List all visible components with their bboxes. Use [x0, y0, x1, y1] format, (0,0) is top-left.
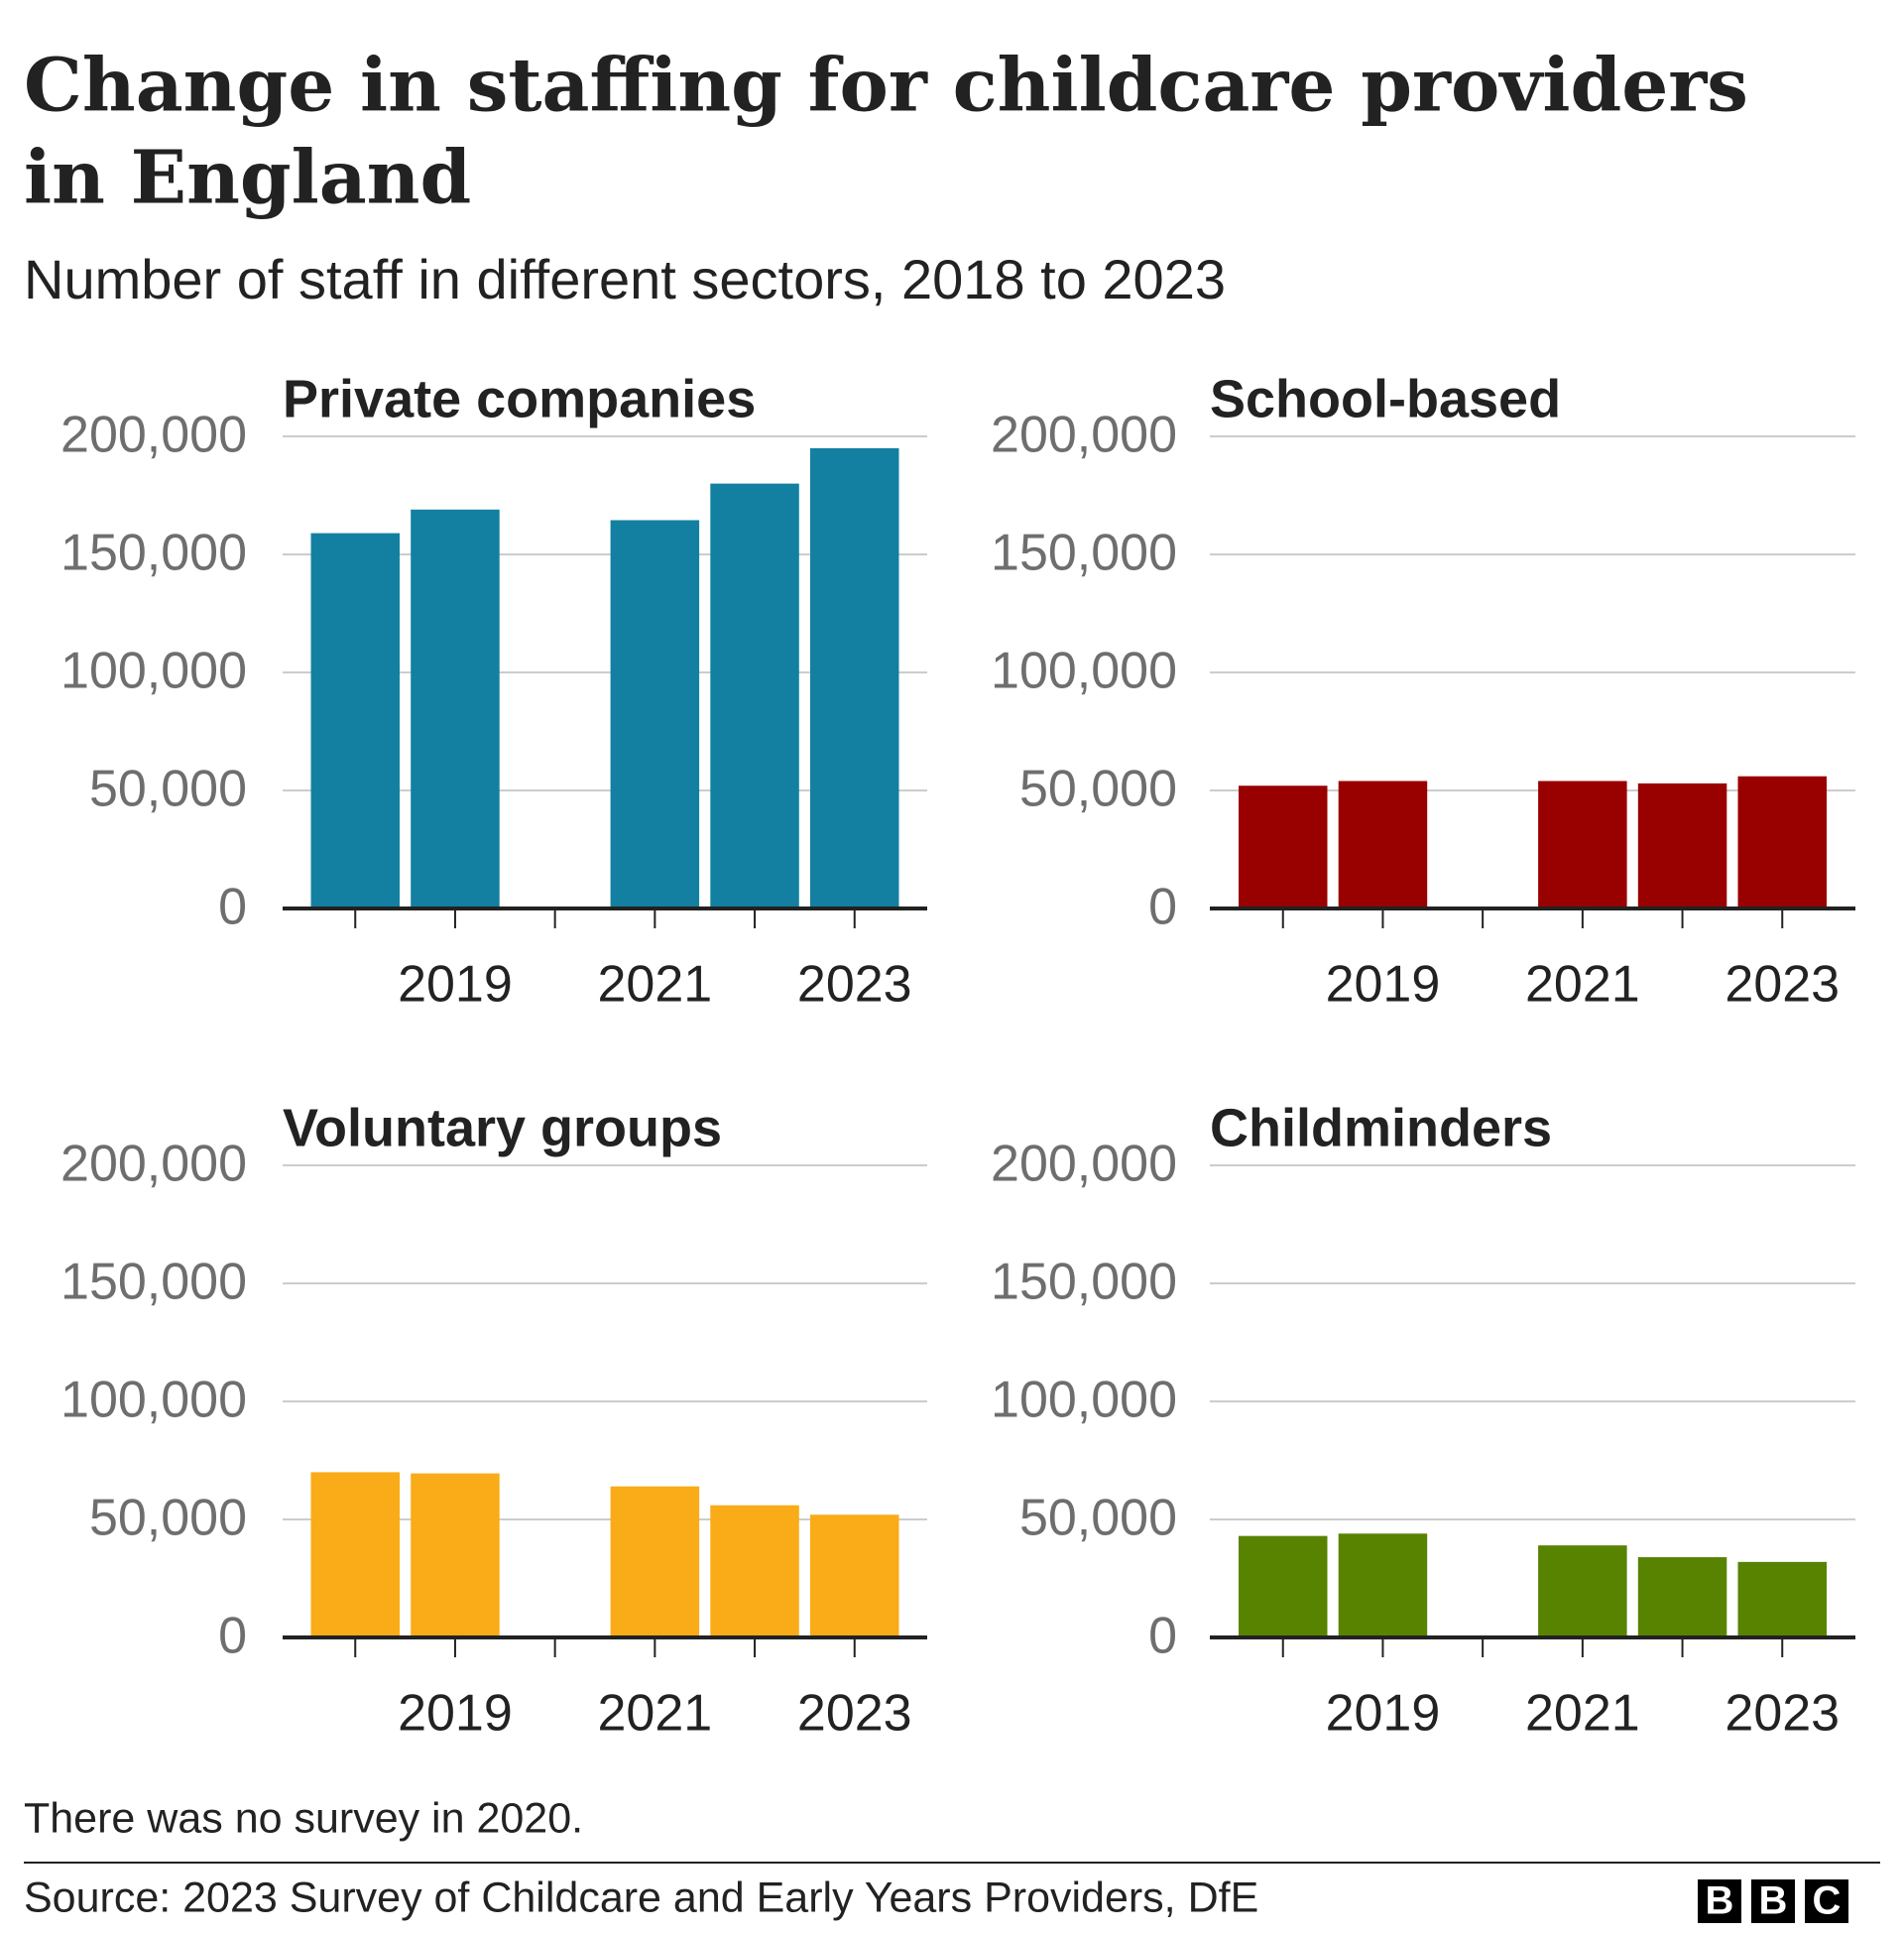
y-tick-label: 150,000 [991, 1254, 1177, 1311]
y-tick-label: 50,000 [1019, 1490, 1177, 1547]
source: Source: 2023 Survey of Childcare and Ear… [24, 1874, 1258, 1921]
y-tick-label: 0 [218, 879, 247, 936]
x-tick-label: 2019 [1326, 1685, 1441, 1743]
logo-letter: B [1706, 1879, 1734, 1923]
bar [411, 509, 500, 908]
y-tick-label: 200,000 [991, 1136, 1177, 1193]
bar [710, 1505, 799, 1637]
note: There was no survey in 2020. [24, 1794, 583, 1842]
panel-title: Childminders [1210, 1098, 1552, 1157]
y-tick-label: 200,000 [60, 1136, 247, 1193]
x-tick-label: 2023 [1725, 1685, 1840, 1743]
y-tick-label: 200,000 [991, 407, 1177, 464]
bar [310, 1472, 400, 1637]
bar [1637, 1557, 1727, 1637]
y-tick-label: 200,000 [60, 407, 247, 464]
y-tick-label: 0 [218, 1608, 247, 1665]
logo-box [1698, 1879, 1741, 1923]
bar [1737, 1561, 1827, 1637]
x-tick-label: 2021 [598, 956, 713, 1014]
bar [810, 1514, 899, 1637]
bar [1239, 786, 1328, 908]
bar [810, 447, 899, 908]
logo-box [1751, 1879, 1795, 1923]
bar [710, 483, 799, 908]
bar [411, 1473, 500, 1637]
bar [610, 1486, 700, 1637]
y-tick-label: 50,000 [89, 1490, 247, 1547]
bar [310, 533, 400, 908]
y-tick-label: 150,000 [60, 1254, 247, 1311]
x-tick-label: 2021 [598, 1685, 713, 1743]
bar [1338, 781, 1428, 908]
x-tick-label: 2019 [398, 1685, 513, 1743]
y-tick-label: 0 [1148, 879, 1177, 936]
bar [1538, 781, 1627, 908]
subtitle: Number of staff in different sectors, 20… [24, 248, 1226, 310]
bar [1239, 1535, 1328, 1637]
y-tick-label: 0 [1148, 1608, 1177, 1665]
y-tick-label: 100,000 [991, 1372, 1177, 1429]
y-tick-label: 100,000 [60, 643, 247, 700]
bar [1637, 783, 1727, 908]
y-tick-label: 50,000 [89, 761, 247, 818]
logo-letter: C [1813, 1879, 1842, 1923]
y-tick-label: 50,000 [1019, 761, 1177, 818]
x-tick-label: 2021 [1525, 956, 1640, 1014]
bar [1737, 776, 1827, 908]
title: in England [24, 136, 471, 221]
x-tick-label: 2019 [398, 956, 513, 1014]
bar [1538, 1545, 1627, 1637]
bar [1338, 1533, 1428, 1637]
panel-title: School-based [1210, 369, 1561, 428]
x-tick-label: 2023 [1725, 956, 1840, 1014]
x-tick-label: 2021 [1525, 1685, 1640, 1743]
y-tick-label: 150,000 [60, 525, 247, 582]
y-tick-label: 100,000 [991, 643, 1177, 700]
bar [610, 520, 700, 908]
x-tick-label: 2023 [797, 956, 912, 1014]
title: Change in staffing for childcare provide… [24, 44, 1748, 129]
y-tick-label: 100,000 [60, 1372, 247, 1429]
y-tick-label: 150,000 [991, 525, 1177, 582]
panel-title: Private companies [283, 369, 756, 428]
logo-box [1805, 1879, 1848, 1923]
logo: B B C [1698, 1879, 1848, 1923]
x-tick-label: 2019 [1326, 956, 1441, 1014]
x-tick-label: 2023 [797, 1685, 912, 1743]
panel-title: Voluntary groups [283, 1098, 722, 1157]
logo-letter: B [1759, 1879, 1788, 1923]
